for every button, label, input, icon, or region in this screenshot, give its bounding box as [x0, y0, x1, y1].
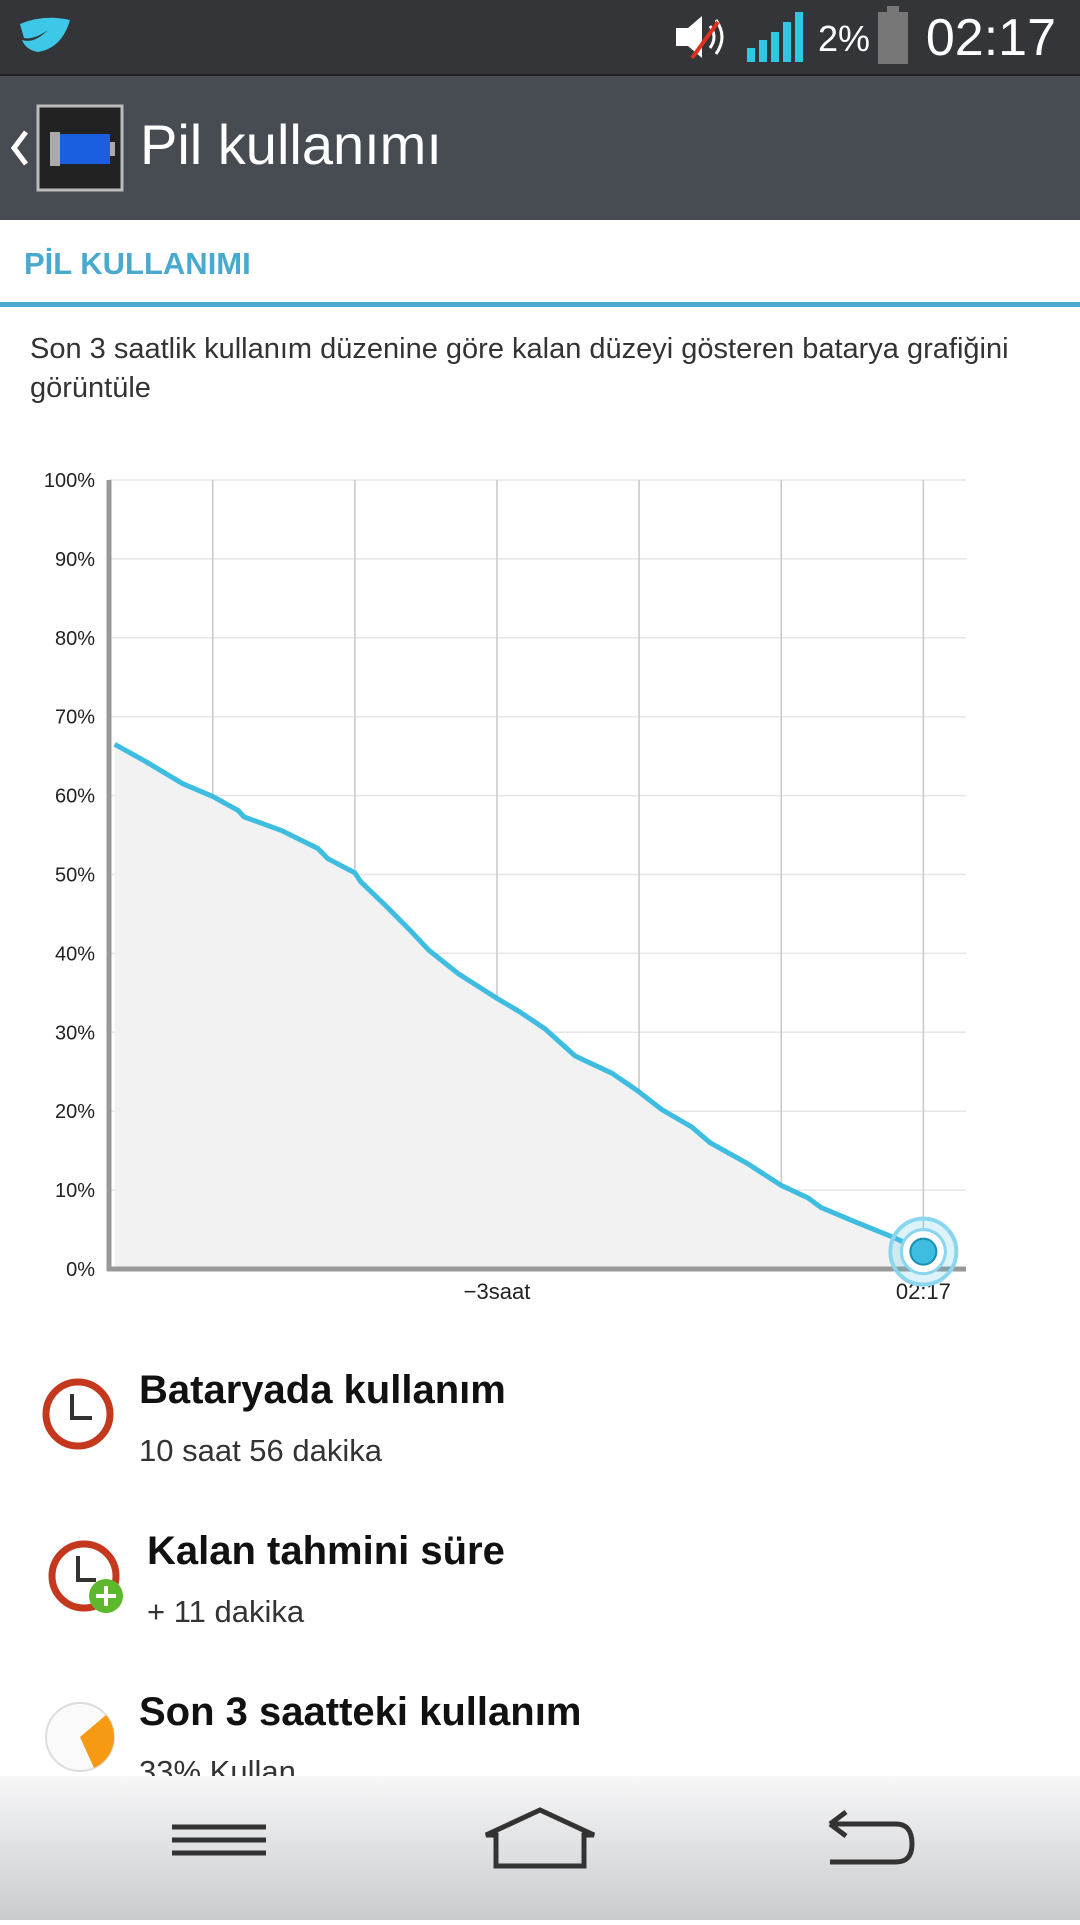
y-tick-label: 20% — [55, 1101, 95, 1123]
clock-icon — [42, 1378, 114, 1450]
app-title: Pil kullanımı — [140, 113, 442, 176]
home-button[interactable] — [484, 1807, 596, 1869]
signal-icon — [747, 12, 803, 62]
description: Son 3 saatlik kullanım düzenine göre kal… — [30, 333, 1009, 404]
item-title: Bataryada kullanım — [139, 1368, 506, 1412]
item-title: Kalan tahmini süre — [147, 1529, 505, 1573]
current-marker — [909, 1237, 938, 1266]
status-bar: 2% 02:17 — [0, 0, 1080, 74]
y-tick-label: 50% — [55, 865, 95, 887]
y-tick-label: 0% — [66, 1259, 95, 1281]
mute-icon — [676, 16, 724, 60]
clock-plus-icon — [48, 1540, 123, 1613]
status-icons: 2% 02:17 — [20, 6, 1056, 67]
app-bar — [0, 74, 1080, 220]
nav-icons — [172, 1807, 915, 1869]
battery-percent: 2% — [818, 18, 870, 59]
y-tick-label: 80% — [55, 628, 95, 650]
y-tick-label: 10% — [55, 1180, 95, 1202]
y-tick-label: 90% — [55, 549, 95, 571]
usage-list: Bataryada kullanım 10 saat 56 dakika Kal… — [0, 1340, 1080, 1789]
clock: 02:17 — [926, 9, 1056, 67]
line — [113, 742, 925, 1254]
pie-icon — [45, 1702, 115, 1772]
x-tick-label: −3saat — [464, 1279, 531, 1304]
app-icon — [20, 17, 70, 52]
navigation-bar — [0, 1776, 1080, 1920]
y-tick-label: 40% — [55, 943, 95, 965]
menu-button[interactable] — [172, 1824, 266, 1856]
item-title: Son 3 saatteki kullanım — [139, 1690, 582, 1734]
back-nav-button[interactable] — [828, 1810, 915, 1865]
y-tick-label: 100% — [44, 470, 95, 492]
section-header: PİL KULLANIMI — [24, 246, 251, 281]
area — [114, 744, 924, 1269]
list-icons — [42, 1378, 123, 1772]
item-subtitle: + 11 dakika — [147, 1594, 305, 1629]
battery-icon — [878, 6, 908, 64]
section-divider — [0, 302, 1080, 307]
item-subtitle: 10 saat 56 dakika — [139, 1433, 383, 1468]
y-tick-label: 60% — [55, 786, 95, 808]
battery-chart: 0%10%20%30%40%50%60%70%80%90%100%−3saat 0… — [44, 470, 966, 1304]
back-button[interactable] — [0, 76, 140, 220]
y-tick-label: 70% — [55, 707, 95, 729]
y-tick-label: 30% — [55, 1022, 95, 1044]
